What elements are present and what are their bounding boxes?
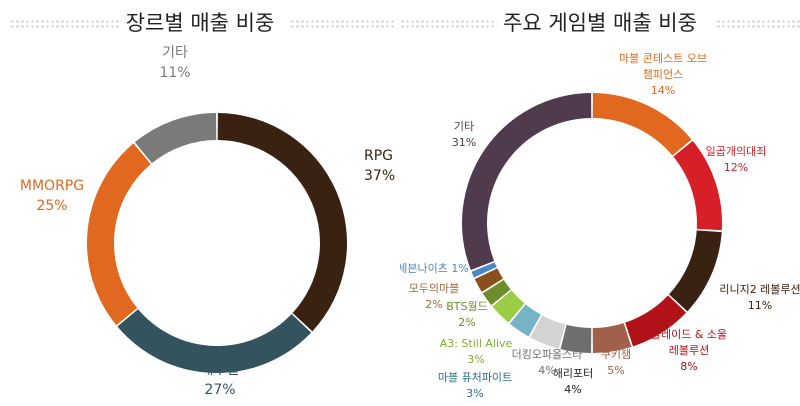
label-item-11: 세븐나이츠 1%	[400, 262, 469, 275]
slice-item-1	[117, 309, 312, 373]
genre-donut-chart: RPG 37% 캐주얼 27% MMORPG 25% 기타 11%	[20, 45, 395, 398]
label-item-0: 마블 콘테스트 오브 챔피언스 14%	[619, 52, 707, 97]
slice-item-3	[134, 113, 217, 164]
slice-item-10	[474, 268, 503, 292]
game-chart-title: 주요 게임별 매출 비중	[497, 11, 703, 35]
genre-chart-panel: 장르별 매출 비중 RPG 37% 캐주얼 27% MMORPG 25% 기타 11%	[0, 6, 400, 398]
label-item-1: 캐주얼 27%	[201, 362, 240, 398]
title-dots-left	[10, 19, 122, 30]
game-chart-title-row: 주요 게임별 매출 비중	[400, 6, 800, 40]
slice-item-11	[471, 262, 497, 278]
slice-item-12	[462, 93, 592, 271]
title-dots-right	[716, 19, 800, 30]
label-item-12: 기타 31%	[452, 120, 476, 149]
slice-mmorpg	[86, 143, 151, 326]
label-mmorpg: MMORPG 25%	[20, 178, 84, 214]
genre-chart-title: 장르별 매출 비중	[119, 11, 281, 35]
label-2: 리니지2 레볼루션 11%	[719, 283, 800, 312]
genre-chart-title-row: 장르별 매출 비중	[0, 6, 400, 40]
label-item-4: 쿠키잼 5%	[601, 348, 631, 377]
label-rpg: RPG 37%	[364, 148, 395, 184]
title-dots-left	[400, 19, 504, 30]
game-chart-panel: 주요 게임별 매출 비중 마블 콘테스트 오브 챔피언스 14% 일곱개의대죄 12% 리…	[400, 0, 800, 406]
slice-a3-still-alive	[492, 290, 525, 323]
slice-item-5	[560, 324, 592, 353]
label-a3-still-alive: A3: Still Alive 3%	[440, 337, 513, 366]
label-item-3: 블레이드 & 소울 레볼루션 8%	[651, 328, 727, 373]
slice-2	[669, 230, 722, 312]
label-bts: BTS월드 2%	[446, 300, 488, 329]
slice-bts	[482, 279, 511, 306]
slice-item-3	[625, 295, 687, 347]
game-donut-chart: 마블 콘테스트 오브 챔피언스 14% 일곱개의대죄 12% 리니지2 레볼루션 11% 블레…	[400, 52, 800, 400]
title-dots-right	[290, 19, 394, 30]
label-item-7: 마블 퓨처파이트 3%	[438, 371, 512, 400]
slice-item-0	[592, 93, 692, 156]
label-item-5: 해리포터 4%	[553, 366, 593, 396]
slice-item-6	[530, 315, 566, 349]
label-item-6: 더킹오파올스타 4%	[512, 348, 583, 377]
slice-item-1	[673, 140, 722, 231]
label-item-1: 일곱개의대죄 12%	[706, 144, 767, 174]
slice-item-4	[592, 323, 632, 353]
slice-rpg	[217, 113, 348, 332]
label-item-10: 모두의마블 2%	[409, 282, 460, 311]
label-item-3: 기타 11%	[159, 45, 190, 81]
slice-item-7	[509, 304, 541, 337]
